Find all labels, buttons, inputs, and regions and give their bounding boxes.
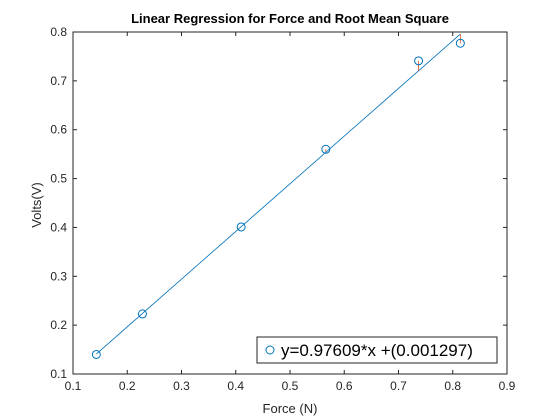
x-tick-label: 0.9 [499, 379, 516, 393]
data-point [414, 56, 424, 66]
legend-box [256, 336, 498, 364]
y-tick-label: 0.3 [50, 269, 67, 283]
chart-title: Linear Regression for Force and Root Mea… [131, 11, 449, 26]
axes-box [72, 31, 508, 375]
y-tick-label: 0.2 [50, 318, 67, 332]
x-tick-label: 0.1 [65, 379, 82, 393]
legend: y=0.97609*x +(0.001297) [256, 336, 498, 364]
x-tick-label: 0.8 [444, 379, 461, 393]
data-point [91, 349, 101, 359]
x-axis-label: Force (N) [263, 401, 318, 416]
data-point [236, 222, 246, 232]
data-point [455, 38, 465, 48]
x-tick-label: 0.6 [336, 379, 353, 393]
x-tick-label: 0.5 [282, 379, 299, 393]
x-tick-label: 0.4 [227, 379, 244, 393]
x-tick-label: 0.3 [173, 379, 190, 393]
y-tick-label: 0.4 [50, 220, 67, 234]
plot-area: 0.1 0.2 0.3 0.4 0.5 0.6 0.7 0.8 0.9 0.1 0.2 0.3 0.4 0… [50, 25, 515, 393]
x-tick-label: 0.7 [390, 379, 407, 393]
data-point [137, 309, 147, 319]
y-tick-label: 0.8 [50, 25, 67, 39]
y-tick-label: 0.1 [50, 367, 67, 381]
y-tick-label: 0.6 [50, 123, 67, 137]
y-tick-label: 0.5 [50, 172, 67, 186]
regression-line [96, 33, 461, 355]
legend-marker [265, 345, 275, 355]
y-tick-label: 0.7 [50, 74, 67, 88]
y-axis-label: Volts(V) [29, 182, 44, 228]
data-point [321, 144, 331, 154]
legend-label: y=0.97609*x +(0.001297) [281, 341, 473, 360]
x-tick-label: 0.2 [119, 379, 136, 393]
